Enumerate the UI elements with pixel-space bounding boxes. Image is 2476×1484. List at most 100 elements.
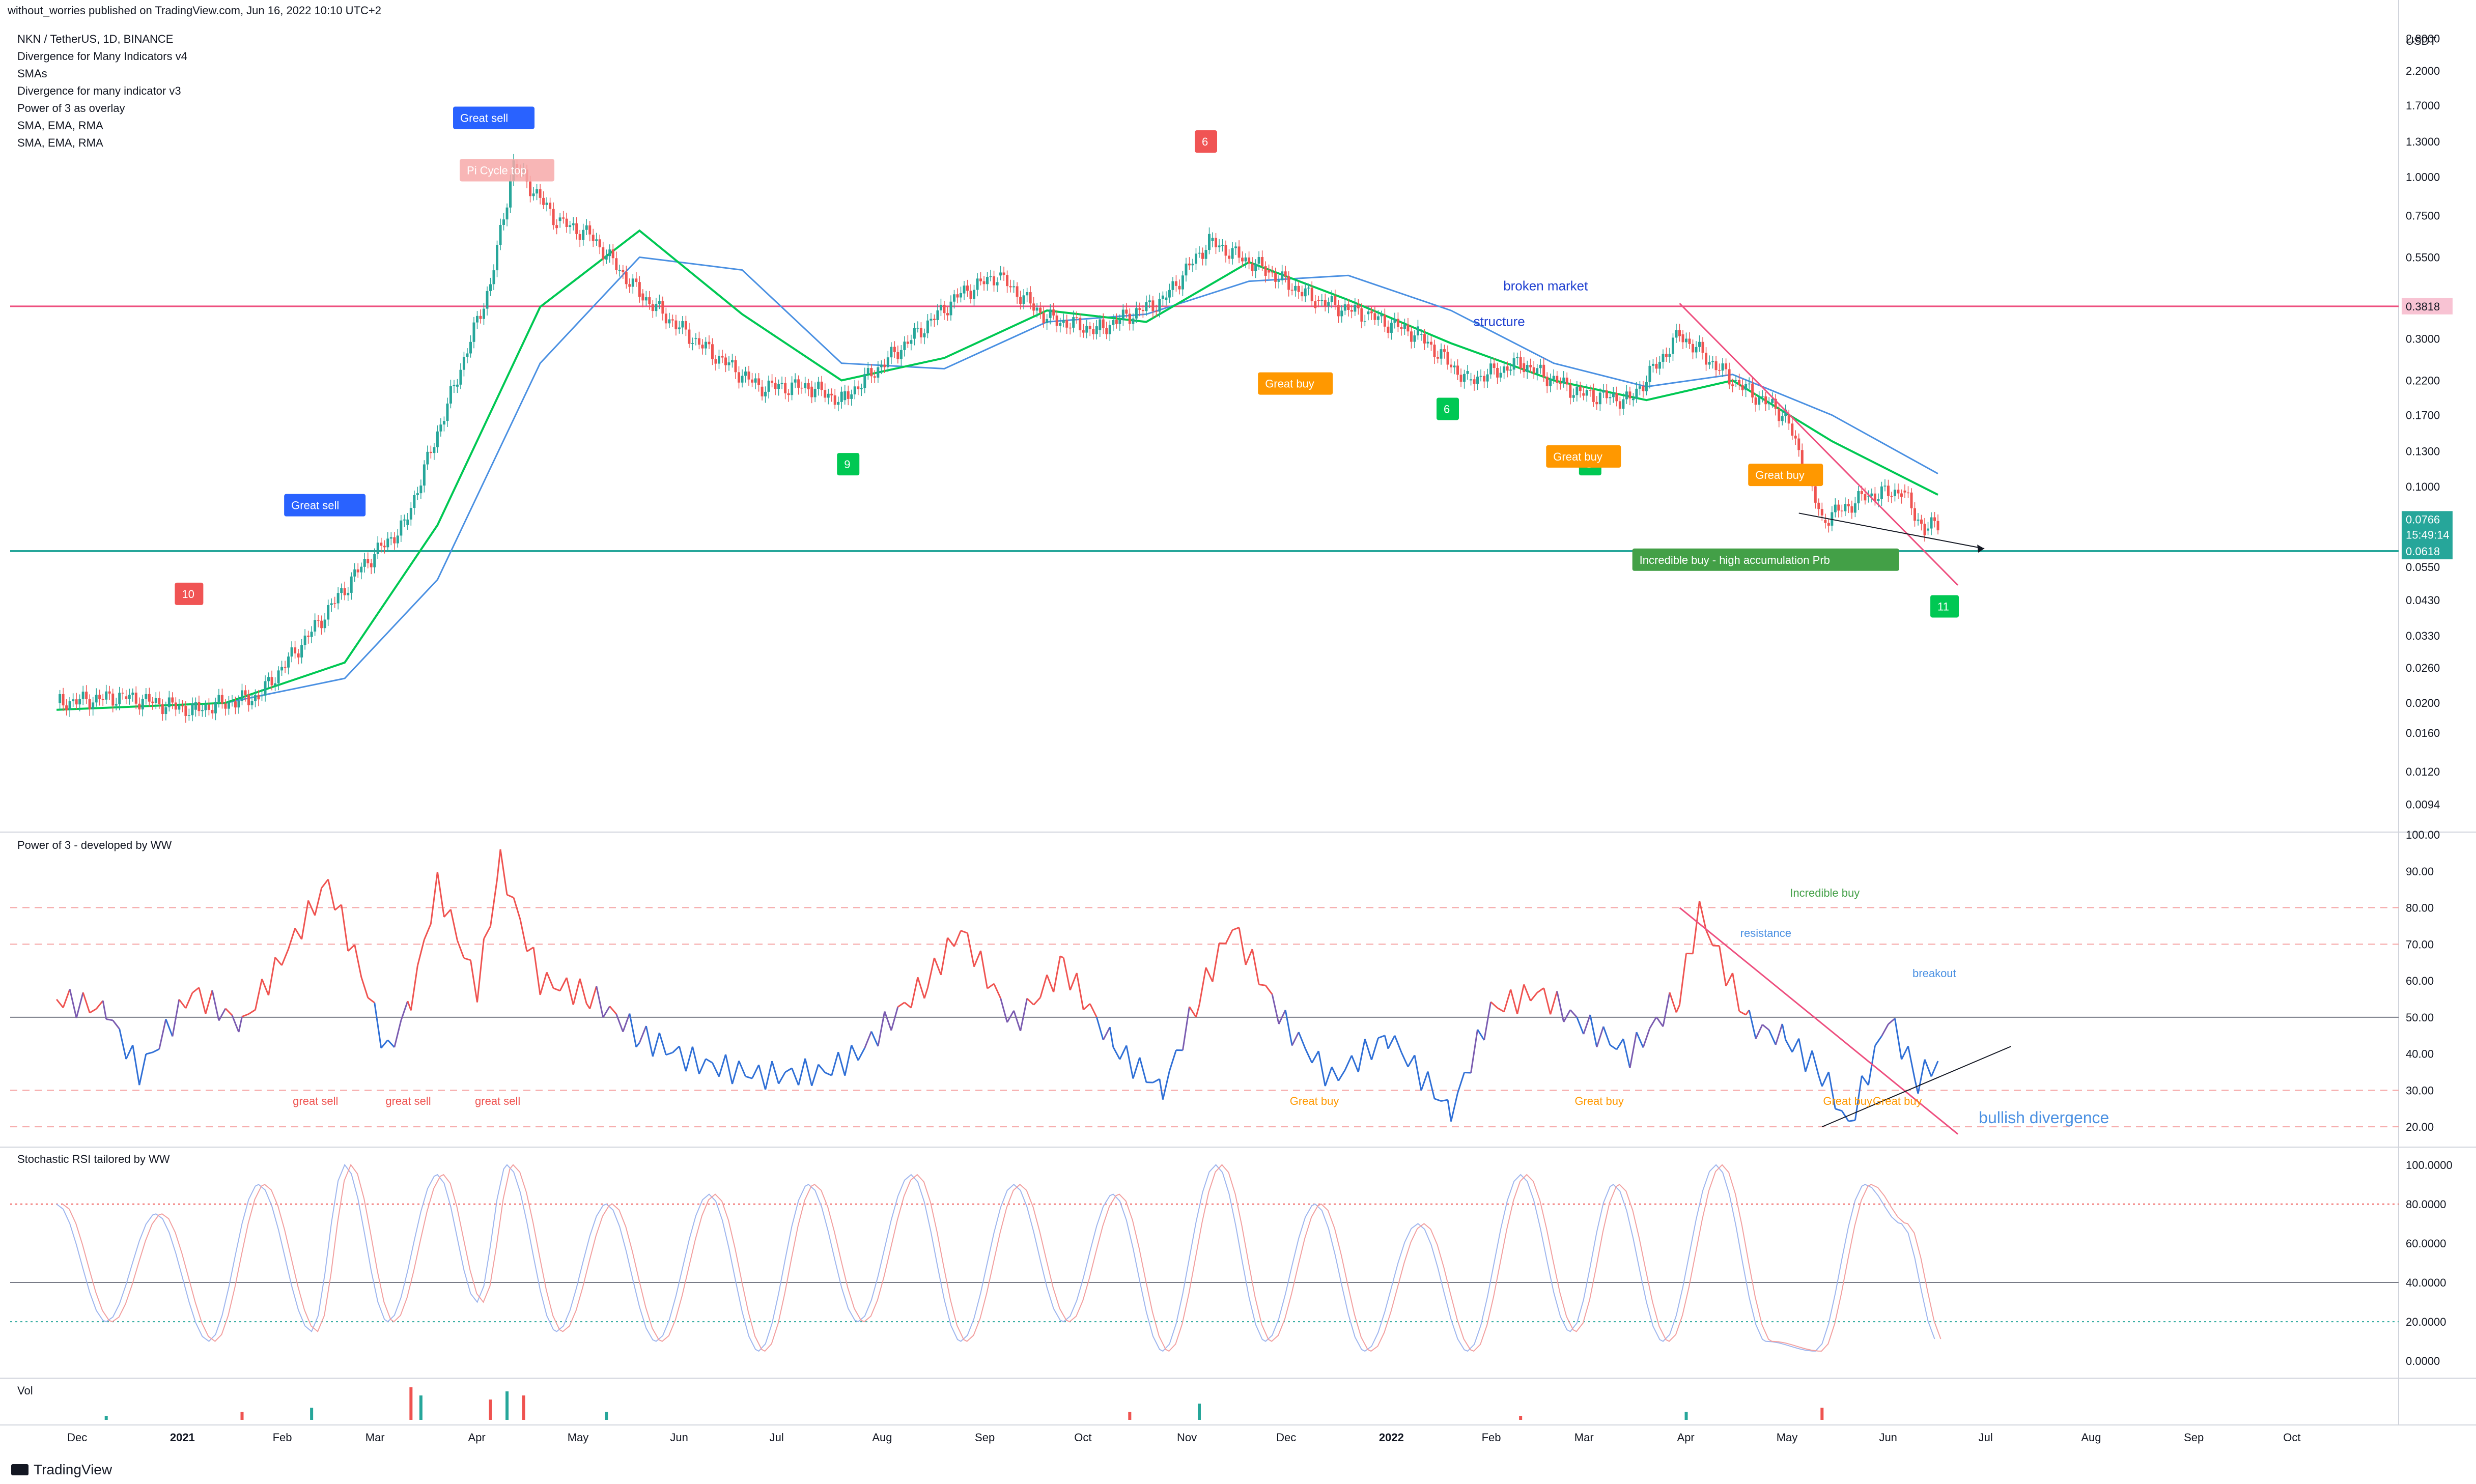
candle-body xyxy=(1234,246,1237,248)
candle-body xyxy=(1347,304,1350,310)
candle-body xyxy=(532,193,535,196)
signal-label-box xyxy=(837,453,860,476)
candle-body xyxy=(622,270,625,272)
power3-line-segment xyxy=(1450,1093,1458,1122)
candle-body xyxy=(1085,326,1088,333)
candle-body xyxy=(644,297,648,301)
candle-body xyxy=(1099,319,1102,330)
power3-line-segment xyxy=(1861,1075,1869,1086)
candle-body xyxy=(171,697,174,703)
candle-body xyxy=(111,693,115,706)
time-tick-label: Dec xyxy=(1276,1431,1296,1444)
candle-body xyxy=(1403,324,1406,329)
power3-line-segment xyxy=(1490,1001,1498,1009)
power3-line-segment xyxy=(940,937,948,975)
candle-body xyxy=(671,319,674,321)
candle-body xyxy=(1228,255,1231,259)
power3-line-segment xyxy=(1523,984,1532,1002)
power3-line-segment xyxy=(1258,984,1266,986)
power3-line-segment xyxy=(158,1019,167,1049)
power3-line-segment xyxy=(559,977,568,991)
candle-body xyxy=(1380,315,1383,317)
power3-note: great sell xyxy=(475,1095,520,1107)
candle-body xyxy=(1486,374,1489,382)
power3-line-segment xyxy=(980,950,989,989)
power3-line-segment xyxy=(831,1051,839,1076)
price-tick-label: 0.1700 xyxy=(2406,409,2440,422)
candle-body xyxy=(794,379,797,383)
power3-line-segment xyxy=(1457,1072,1465,1094)
power3-line-segment xyxy=(436,871,445,918)
power3-line-segment xyxy=(745,1075,752,1079)
candle-body xyxy=(982,281,986,284)
power3-line-segment xyxy=(602,1006,611,1018)
signal-label: Great buy xyxy=(1755,469,1805,481)
candle-body xyxy=(419,486,423,494)
candle-body xyxy=(1834,504,1837,512)
candle-body xyxy=(1509,369,1512,371)
time-tick-label: 2022 xyxy=(1379,1431,1404,1444)
power3-line-segment xyxy=(1841,1110,1849,1122)
power3-line-segment xyxy=(877,1011,886,1047)
candle-body xyxy=(88,699,91,709)
candle-body xyxy=(585,225,588,230)
candle-body xyxy=(436,431,439,447)
power3-line-segment xyxy=(1344,1055,1353,1071)
candle-body xyxy=(92,702,95,709)
power3-line-segment xyxy=(416,939,425,966)
price-tick-label: 0.0120 xyxy=(2406,765,2440,778)
signal-label-box xyxy=(1930,595,1959,618)
candle-body xyxy=(986,277,989,284)
candle-body xyxy=(1046,319,1049,323)
power3-line-segment xyxy=(691,1046,700,1074)
price-tick-label: 0.0094 xyxy=(2406,798,2440,811)
volume-bar xyxy=(1197,1404,1201,1420)
horizontal-levels xyxy=(10,305,2399,553)
candle-body xyxy=(1516,357,1519,358)
candle-body xyxy=(578,234,581,240)
power3-line-segment xyxy=(490,879,498,927)
power3-line-segment xyxy=(1781,1023,1787,1040)
candle-body xyxy=(1893,490,1896,497)
candle-body xyxy=(1443,349,1446,352)
candle-body xyxy=(1867,496,1870,497)
candle-body xyxy=(1165,297,1168,300)
signal-label: 6 xyxy=(1444,403,1450,415)
candle-body xyxy=(383,546,386,548)
candle-body xyxy=(1721,363,1724,371)
candle-body xyxy=(287,657,290,668)
candle-body xyxy=(605,256,608,260)
power3-line-segment xyxy=(960,930,968,934)
candle-body xyxy=(1039,307,1042,313)
power3-note: Great buy xyxy=(1290,1095,1339,1107)
power3-line-segment xyxy=(1642,1028,1651,1048)
candle-body xyxy=(204,704,207,710)
candle-body xyxy=(731,360,734,363)
candle-body xyxy=(668,319,671,324)
signal-label-box xyxy=(284,494,366,517)
volume-bar xyxy=(1684,1412,1688,1420)
candle-body xyxy=(1612,393,1615,397)
power3-line-segment xyxy=(1791,1038,1800,1052)
candle-body xyxy=(1350,309,1353,312)
power3-line-segment xyxy=(165,1019,174,1037)
candle-body xyxy=(1257,256,1260,264)
price-tick-label: 0.2200 xyxy=(2406,374,2440,387)
candle-body xyxy=(158,698,161,704)
candle-body xyxy=(1748,383,1751,385)
candle-body xyxy=(1529,365,1532,367)
candle-body xyxy=(131,692,134,695)
candle-body xyxy=(658,301,661,304)
candle-body xyxy=(1542,364,1545,377)
candle-body xyxy=(376,543,379,554)
candle-body xyxy=(1112,320,1115,325)
candle-body xyxy=(201,710,204,711)
candle-body xyxy=(1767,403,1770,405)
power3-tick-label: 70.00 xyxy=(2406,938,2434,951)
candle-body xyxy=(910,340,913,344)
power3-line-segment xyxy=(1238,927,1247,965)
power3-line-segment xyxy=(1331,1066,1339,1081)
power3-line-segment xyxy=(864,1031,873,1048)
candle-body xyxy=(353,569,356,577)
power3-line-segment xyxy=(1271,994,1280,1024)
